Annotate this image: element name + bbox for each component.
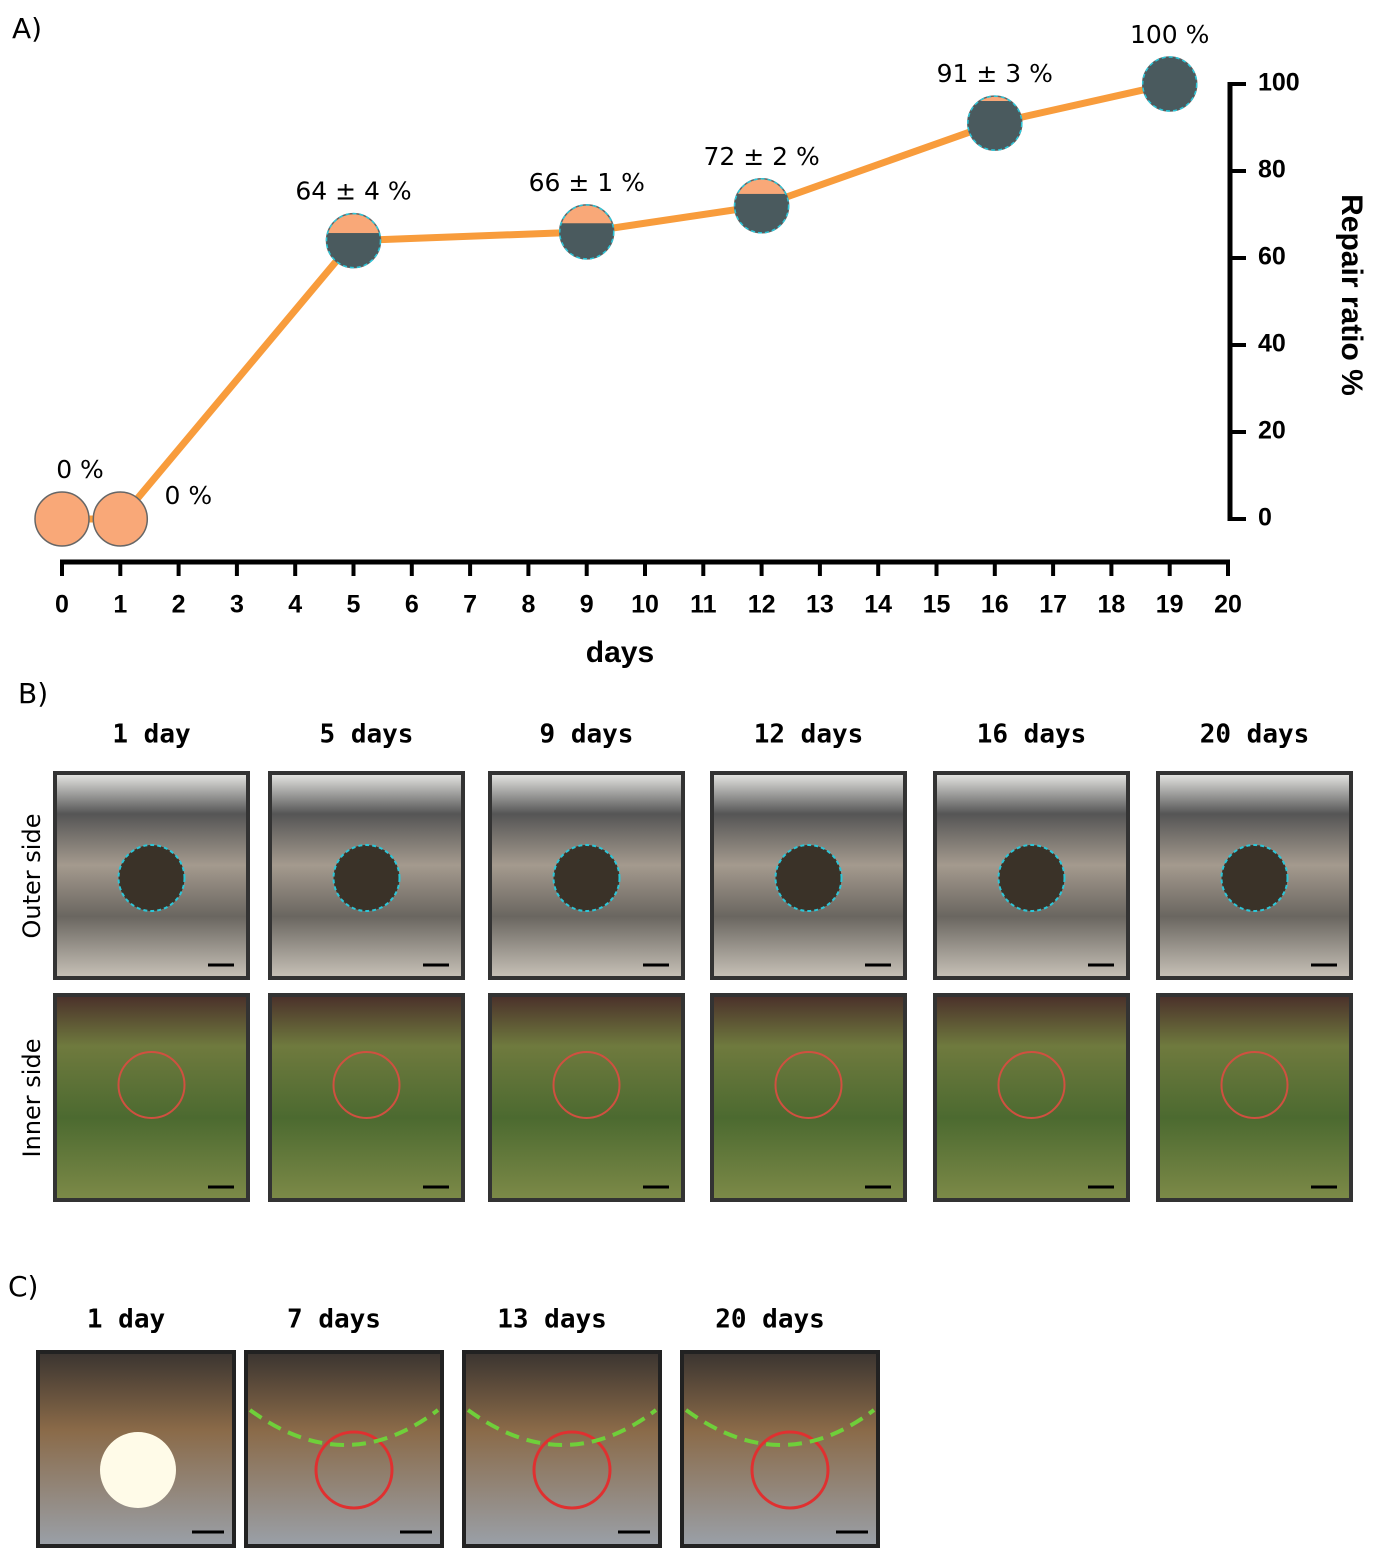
value-label: 0 %	[164, 481, 212, 510]
x-tick-label: 5	[347, 591, 361, 619]
row-label: Inner side	[18, 1039, 46, 1158]
column-title: 13 days	[497, 1305, 607, 1335]
x-tick-label: 17	[1039, 591, 1067, 619]
x-tick-label: 14	[864, 591, 892, 619]
y-tick-label: 60	[1258, 243, 1286, 271]
column-title: 16 days	[977, 720, 1087, 750]
x-tick-label: 13	[806, 591, 834, 619]
photo	[464, 1352, 660, 1546]
value-label: 0 %	[56, 455, 104, 484]
panel-label: C)	[8, 1270, 38, 1303]
x-tick-label: 20	[1214, 591, 1242, 619]
defect-outline	[119, 845, 185, 911]
marker	[35, 492, 89, 546]
x-tick-label: 10	[631, 591, 659, 619]
x-tick-label: 11	[690, 591, 717, 619]
x-tick-label: 12	[748, 591, 776, 619]
x-tick-label: 6	[405, 591, 419, 619]
x-tick-label: 2	[172, 591, 186, 619]
column-title: 5 days	[320, 720, 414, 750]
x-tick-label: 7	[463, 591, 477, 619]
photo	[682, 1352, 878, 1546]
x-tick-label: 4	[288, 591, 302, 619]
photo	[712, 995, 905, 1200]
defect-outline	[999, 845, 1065, 911]
x-tick-label: 18	[1097, 591, 1125, 619]
panel-label: B)	[18, 677, 48, 710]
photo	[1158, 995, 1351, 1200]
y-tick-label: 40	[1258, 330, 1286, 358]
defect-outline	[554, 845, 620, 911]
y-tick-label: 0	[1258, 504, 1272, 532]
column-title: 12 days	[754, 720, 864, 750]
x-axis-label: days	[586, 636, 654, 669]
value-label: 66 ± 1 %	[529, 168, 645, 197]
defect-outline	[334, 845, 400, 911]
column-title: 1 day	[87, 1305, 165, 1335]
photo	[246, 1352, 442, 1546]
x-tick-label: 8	[521, 591, 535, 619]
y-axis-label: Repair ratio %	[1335, 194, 1368, 396]
y-tick-label: 80	[1258, 156, 1286, 184]
repaired-fraction	[735, 194, 789, 233]
column-title: 7 days	[287, 1305, 381, 1335]
figure: A) B) C) 0123456789101112131415161718192…	[0, 0, 1383, 1555]
column-title: 20 days	[715, 1305, 825, 1335]
x-tick-label: 15	[923, 591, 951, 619]
x-tick-label: 0	[55, 591, 69, 619]
photo-panels: 1 day 5 days 9 days 12 days 16 days 20 days Ou…	[18, 720, 1351, 1547]
photo	[935, 995, 1128, 1200]
x-tick-label: 19	[1156, 591, 1184, 619]
x-tick-label: 16	[981, 591, 1009, 619]
x-tick-label: 9	[580, 591, 594, 619]
column-title: 9 days	[540, 720, 634, 750]
defect-outline	[776, 845, 842, 911]
x-tick-label: 1	[113, 591, 127, 619]
value-label: 91 ± 3 %	[937, 59, 1053, 88]
y-tick-label: 20	[1258, 417, 1286, 445]
value-label: 100 %	[1130, 20, 1209, 49]
photo	[490, 995, 683, 1200]
panel-label: A)	[12, 12, 42, 45]
repaired-fraction	[560, 223, 614, 259]
column-title: 20 days	[1200, 720, 1310, 750]
y-tick-label: 100	[1258, 69, 1300, 97]
column-title: 1 day	[112, 720, 190, 750]
row-label: Outer side	[18, 814, 46, 939]
defect-outline	[1222, 845, 1288, 911]
photo	[270, 995, 463, 1200]
value-label: 72 ± 2 %	[703, 142, 819, 171]
photo	[55, 995, 248, 1200]
x-tick-label: 3	[230, 591, 244, 619]
marker	[93, 492, 147, 546]
defect	[100, 1432, 176, 1508]
value-label: 64 ± 4 %	[295, 177, 411, 206]
